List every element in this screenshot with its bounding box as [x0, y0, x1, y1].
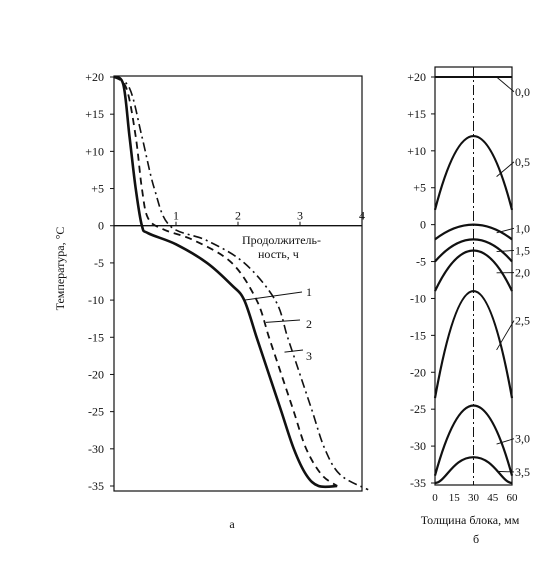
- panel-b: +20 +15 +10 +5 0 -5 -10 -15 -20 -25 -30 -35 0 15 30 45 6…: [407, 66, 530, 546]
- y-tick-label-a: -20: [88, 367, 104, 381]
- profile-curve-5: [433, 290, 514, 399]
- y-tick-label-b: 0: [420, 218, 426, 232]
- leader-line-1: [244, 291, 303, 301]
- profile-curve-4: [434, 249, 513, 292]
- x-tick-label-b: 30: [468, 492, 480, 504]
- x-tick-label-b: 45: [487, 492, 499, 504]
- profile-leader-0: [496, 76, 515, 93]
- panel-caption-a: а: [229, 517, 235, 531]
- x-axis-label-b: Толщина блока, мм: [421, 513, 520, 527]
- series-label-3: 3: [306, 349, 312, 363]
- x-tick-label-a: 2: [235, 209, 241, 223]
- y-tick-label-a: +20: [85, 70, 104, 84]
- y-tick-label-b: -25: [410, 402, 426, 416]
- profile-curve-6: [433, 404, 514, 476]
- series-line-3: [113, 76, 369, 491]
- leader-line-3: [284, 349, 304, 353]
- y-tick-label-b: +20: [407, 70, 426, 84]
- y-tick-label-b: -15: [410, 328, 426, 342]
- y-tick-label-b: -30: [410, 439, 426, 453]
- series-line-2: [113, 76, 338, 487]
- y-tick-label-a: +5: [91, 182, 104, 196]
- panel-caption-b: б: [473, 532, 479, 546]
- y-tick-label-a: -10: [88, 293, 104, 307]
- profile-label-4: 2,0: [515, 266, 530, 280]
- series-label-2: 2: [306, 317, 312, 331]
- x-axis-label-a-line1: Продолжитель-: [242, 233, 321, 247]
- profile-leader-5: [496, 320, 515, 351]
- profile-curve-3: [434, 238, 513, 263]
- leader-line-2: [265, 319, 301, 323]
- x-tick-label-b: 0: [432, 492, 438, 504]
- profile-label-6: 3,0: [515, 432, 530, 446]
- series-label-1: 1: [306, 285, 312, 299]
- profile-leader-7: [496, 470, 515, 473]
- y-tick-label-a: -25: [88, 405, 104, 419]
- y-tick-label-a: -5: [94, 256, 104, 270]
- y-tick-label-b: +5: [413, 181, 426, 195]
- profile-leader-3: [496, 250, 515, 253]
- profile-label-5: 2,5: [515, 314, 530, 328]
- profile-label-3: 1,5: [515, 243, 530, 257]
- profile-label-7: 3,5: [515, 465, 530, 479]
- profile-curve-7: [434, 456, 513, 485]
- y-tick-label-a: -15: [88, 330, 104, 344]
- y-tick-label-b: -35: [410, 476, 426, 490]
- profile-leader-1: [496, 161, 515, 177]
- x-tick-label-b: 60: [507, 492, 519, 504]
- x-tick-label-b: 15: [449, 492, 461, 504]
- y-tick-label-a: +10: [85, 144, 104, 158]
- profile-curve-2: [434, 223, 513, 241]
- x-tick-label-a: 3: [297, 209, 303, 223]
- plot-frame-a: [113, 75, 363, 492]
- y-tick-label-a: -30: [88, 442, 104, 456]
- y-tick-label-b: +10: [407, 144, 426, 158]
- y-tick-label-b: +15: [407, 107, 426, 121]
- panel-a: +20 +15 +10 +5 0 -5 -10 -15 -20 -25 -30 -35 1 2 3 4 Темп…: [53, 70, 369, 531]
- y-axis-label-a: Температура, °C: [53, 227, 67, 311]
- series-line-1: [113, 75, 338, 489]
- profile-leader-2: [496, 227, 515, 234]
- y-tick-label-a: 0: [98, 219, 104, 233]
- x-axis-label-a-line2: ность, ч: [258, 247, 299, 261]
- y-tick-label-a: -35: [88, 479, 104, 493]
- profile-curve-1: [433, 134, 514, 211]
- y-tick-label-b: -20: [410, 365, 426, 379]
- profile-label-1: 0,5: [515, 155, 530, 169]
- x-tick-label-a: 1: [173, 209, 179, 223]
- y-tick-label-b: -10: [410, 291, 426, 305]
- profile-leader-6: [496, 438, 515, 445]
- profile-label-2: 1,0: [515, 221, 530, 235]
- profile-label-0: 0,0: [515, 85, 530, 99]
- x-tick-label-a: 4: [359, 209, 365, 223]
- y-tick-label-a: +15: [85, 107, 104, 121]
- y-tick-label-b: -5: [416, 255, 426, 269]
